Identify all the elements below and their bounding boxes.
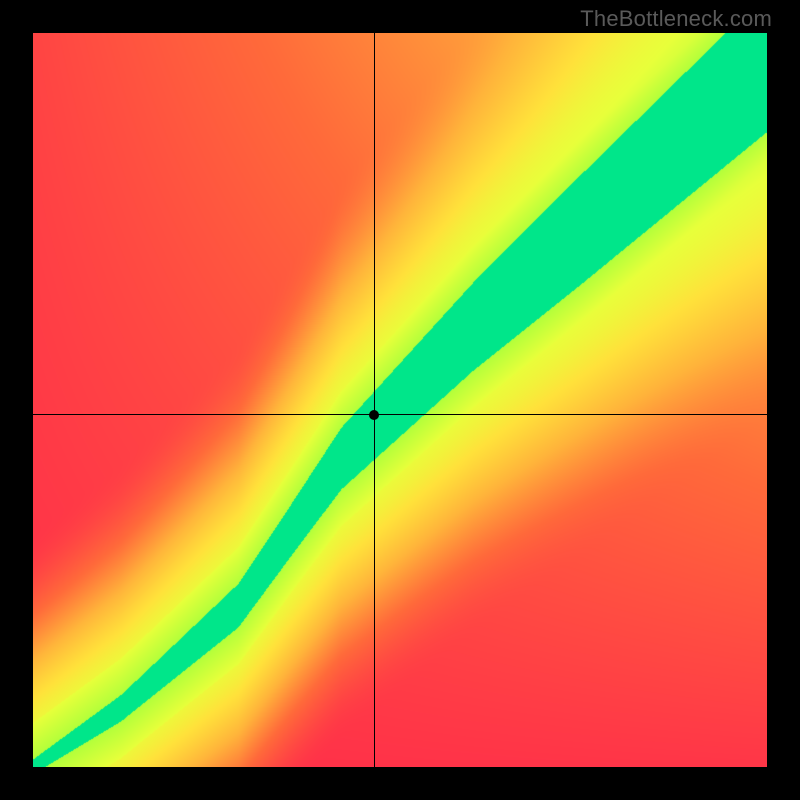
marker-point	[369, 410, 379, 420]
chart-container: TheBottleneck.com	[0, 0, 800, 800]
watermark-text: TheBottleneck.com	[580, 6, 772, 32]
plot-area	[33, 33, 767, 767]
heatmap-canvas	[33, 33, 767, 767]
crosshair-vertical	[374, 33, 375, 767]
crosshair-horizontal	[33, 414, 767, 415]
